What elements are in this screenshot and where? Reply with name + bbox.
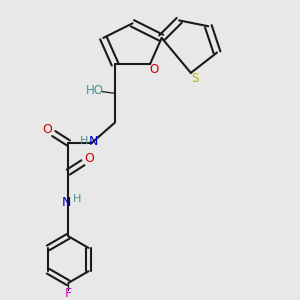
Text: H: H xyxy=(80,136,88,146)
Text: H: H xyxy=(73,194,81,204)
Text: O: O xyxy=(150,63,159,76)
Text: F: F xyxy=(65,287,72,300)
Text: HO: HO xyxy=(85,84,103,97)
Text: N: N xyxy=(62,196,72,209)
Text: N: N xyxy=(88,135,98,148)
Text: S: S xyxy=(191,72,199,85)
Text: O: O xyxy=(85,152,94,166)
Text: O: O xyxy=(42,123,52,136)
